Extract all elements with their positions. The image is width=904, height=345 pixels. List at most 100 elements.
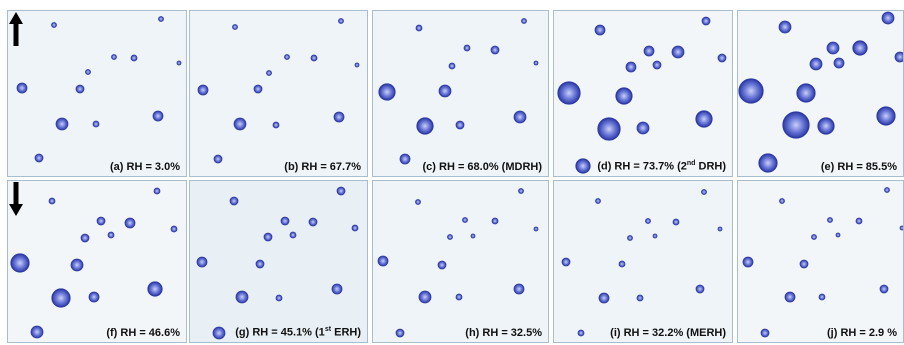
particle: [695, 284, 705, 294]
particle: [308, 217, 318, 227]
particle: [34, 153, 44, 163]
particle: [233, 117, 247, 131]
particle-field: [377, 188, 539, 338]
particle: [416, 117, 434, 135]
caption-superscript: st: [324, 326, 332, 334]
particle: [289, 231, 297, 239]
particle: [636, 121, 650, 135]
particle: [577, 329, 585, 337]
particle: [280, 216, 290, 226]
particle: [111, 54, 117, 60]
particle: [817, 117, 835, 135]
particle: [232, 24, 238, 30]
particle: [742, 256, 754, 268]
particle: [176, 60, 182, 66]
particle: [418, 290, 432, 304]
particle: [521, 18, 527, 24]
particle: [235, 290, 249, 304]
particle: [354, 62, 360, 68]
particle: [597, 117, 621, 141]
particle: [448, 62, 456, 70]
micrograph-panel-i: (i) RH = 32.2% (MERH): [553, 180, 733, 343]
particle: [671, 45, 685, 59]
particle: [153, 187, 161, 195]
particle: [518, 188, 524, 194]
particle: [336, 186, 346, 196]
particle: [437, 260, 447, 270]
particle: [10, 253, 30, 273]
particle: [533, 60, 539, 66]
particle: [310, 54, 318, 62]
particle: [16, 82, 28, 94]
particle: [378, 83, 396, 101]
particle: [415, 199, 421, 205]
particle-field: [738, 11, 903, 173]
panel-caption-g: (g) RH = 45.1% (1st ERH): [235, 326, 361, 339]
micrograph-panel-b: (b) RH = 67.7%: [189, 10, 368, 177]
panel-caption-d: (d) RH = 73.7% (2nd DRH): [597, 160, 726, 173]
particle: [809, 57, 823, 71]
particle: [75, 84, 85, 94]
particle-field: [742, 187, 903, 338]
particle: [701, 189, 707, 195]
particle: [147, 281, 163, 297]
particle: [826, 41, 840, 55]
particle: [894, 51, 903, 63]
particle: [717, 226, 723, 232]
particle: [70, 258, 84, 272]
particle: [652, 60, 662, 70]
particle: [96, 216, 106, 226]
particle: [272, 121, 280, 129]
particle: [627, 235, 633, 241]
particle: [643, 45, 655, 57]
caption-text: DRH): [695, 161, 726, 173]
particle: [447, 234, 453, 240]
particle: [513, 283, 525, 295]
particle: [852, 40, 868, 56]
panel-caption-e: (e) RH = 85.5%: [820, 161, 897, 173]
particle: [462, 217, 468, 223]
particle: [672, 218, 680, 226]
panel-caption-c: (c) RH = 68.0% (MDRH): [422, 161, 543, 173]
particle: [229, 196, 239, 206]
particle: [876, 106, 896, 126]
particle: [557, 81, 581, 105]
particle: [738, 78, 764, 104]
particle: [778, 20, 792, 34]
micrograph-panel-d: (d) RH = 73.7% (2nd DRH): [553, 10, 733, 177]
particle-field: [561, 189, 723, 337]
particle: [213, 154, 223, 164]
panel-caption-j: (j) RH = 2.9 %: [827, 327, 897, 339]
micrograph-panel-c: (c) RH = 68.0% (MDRH): [372, 10, 549, 177]
particle: [253, 84, 263, 94]
panel-caption-a: (a) RH = 3.0%: [110, 161, 180, 173]
particle: [107, 231, 115, 239]
micrograph-panel-e: (e) RH = 85.5%: [737, 10, 904, 177]
particle: [758, 153, 778, 173]
panel-caption-i: (i) RH = 32.2% (MERH): [610, 327, 726, 339]
micrograph-panel-h: (h) RH = 32.5%: [372, 180, 549, 343]
particle: [377, 255, 389, 267]
particle: [463, 44, 471, 52]
particle-field: [10, 187, 178, 339]
particle: [799, 259, 809, 269]
particle: [158, 16, 164, 22]
particle: [85, 69, 91, 75]
caption-text: ERH): [331, 327, 361, 339]
panel-caption-f: (f) RH = 46.6%: [106, 327, 180, 339]
particle: [779, 198, 785, 204]
particle: [695, 110, 713, 128]
particle: [338, 18, 344, 24]
particle: [470, 233, 476, 239]
particle: [811, 234, 817, 240]
arrow-down-icon: [9, 182, 23, 216]
caption-superscript: nd: [686, 160, 696, 168]
particle: [513, 110, 527, 124]
particle: [55, 117, 69, 131]
particle: [255, 259, 265, 269]
particle: [717, 53, 727, 63]
particle: [333, 111, 345, 123]
particle: [30, 325, 44, 339]
particle: [598, 292, 610, 304]
